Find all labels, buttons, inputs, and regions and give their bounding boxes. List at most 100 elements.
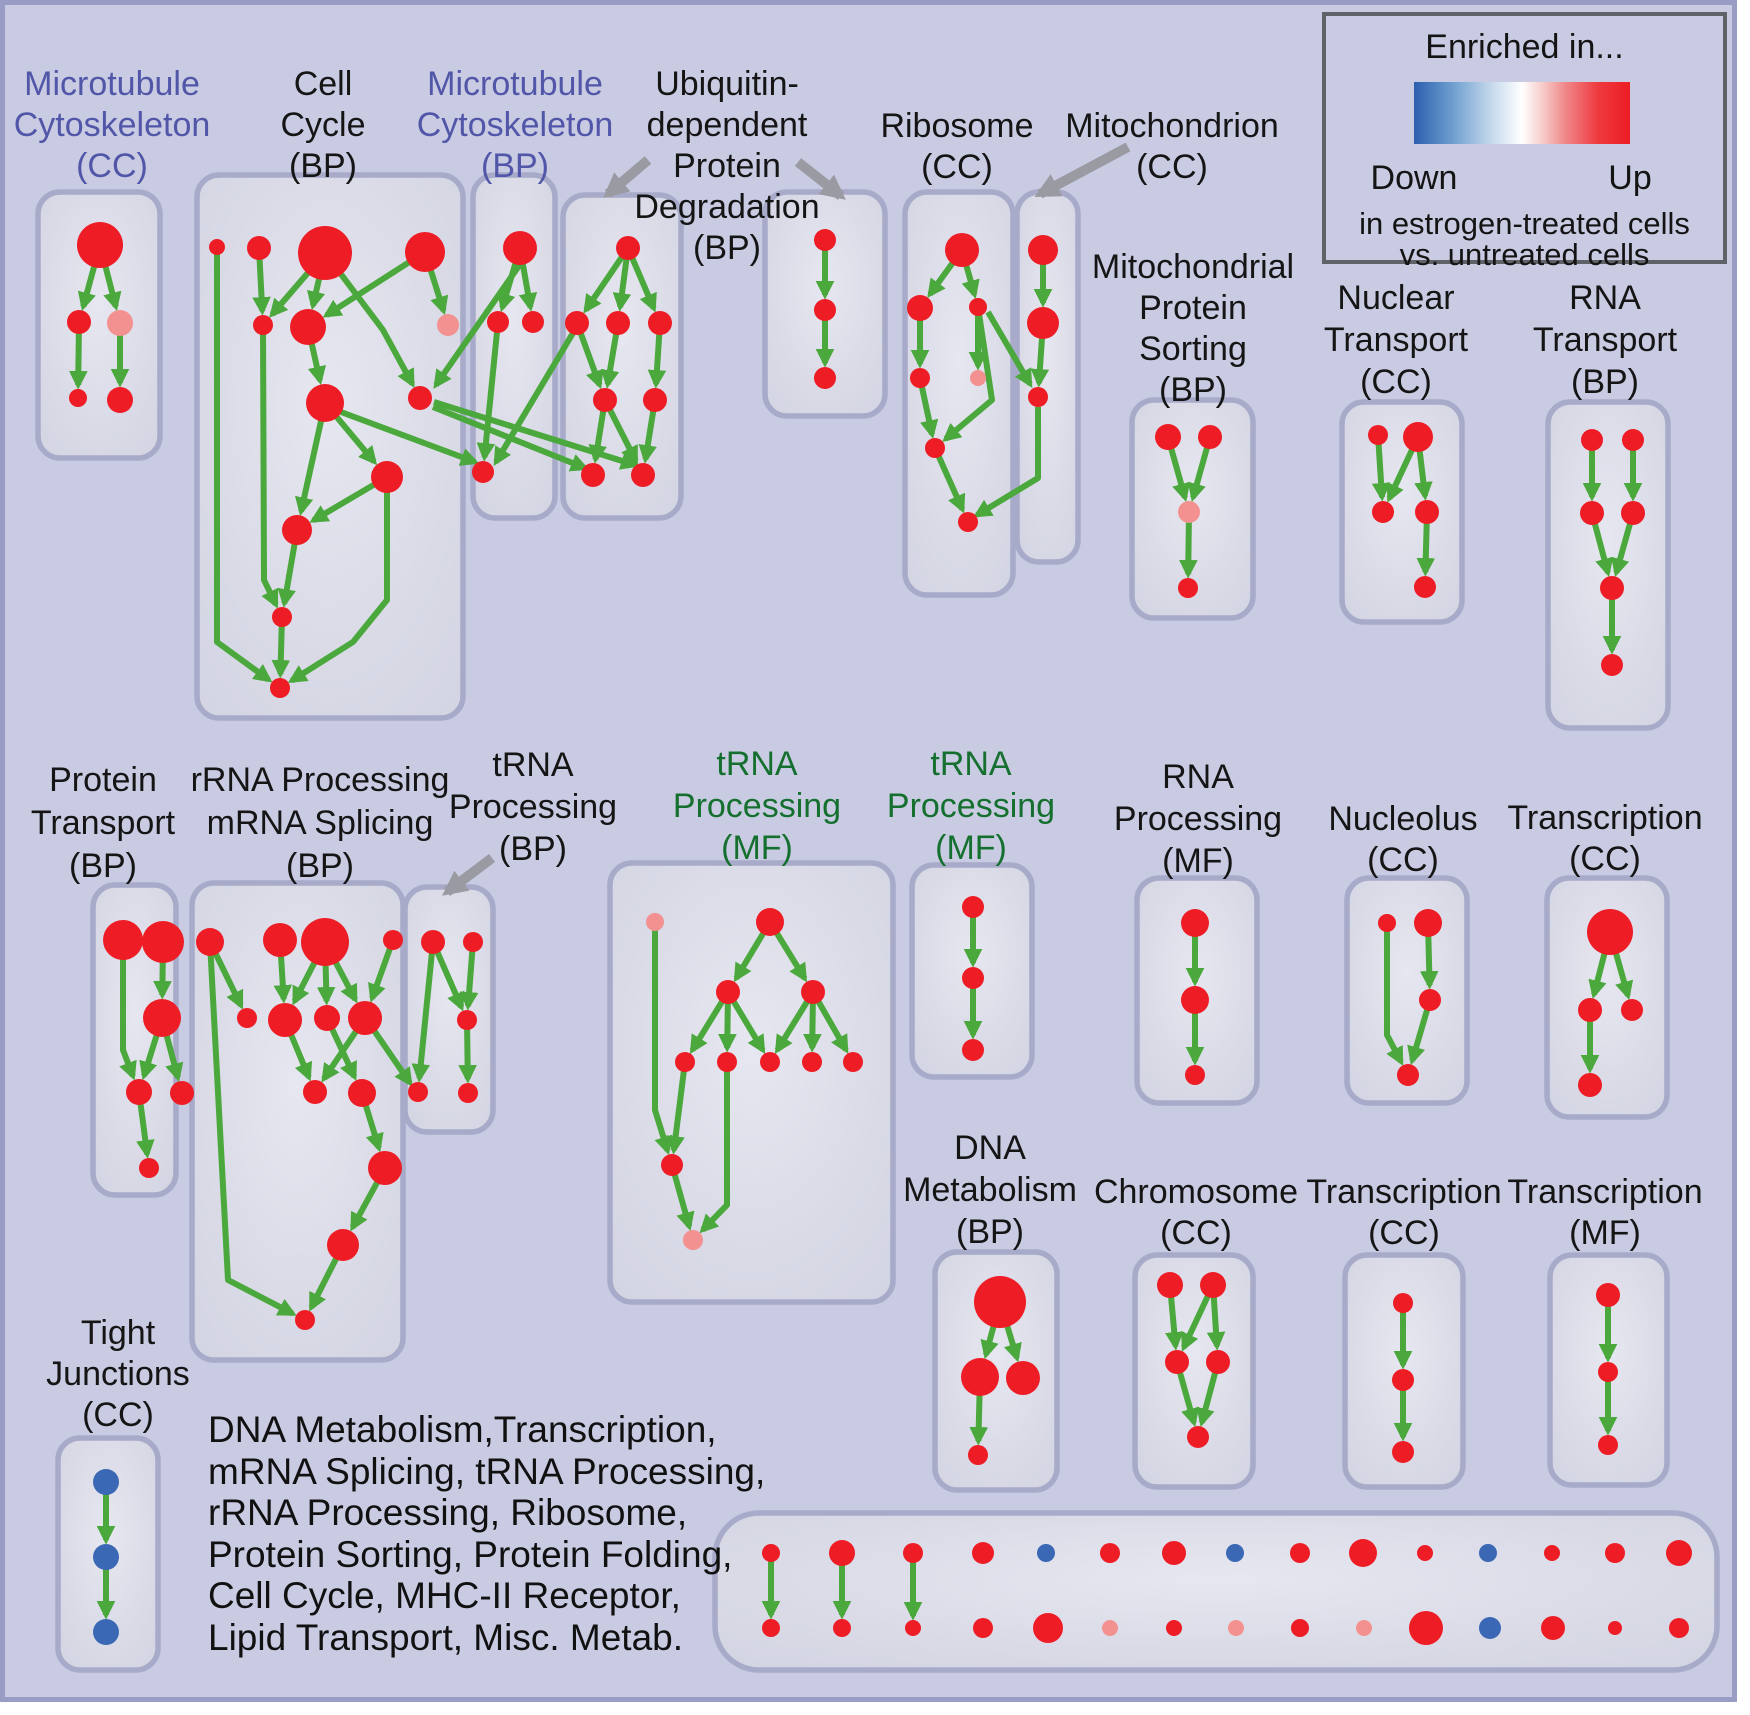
go-term-node-up — [843, 1052, 863, 1072]
go-term-node-up — [1372, 501, 1394, 523]
edge-arrow — [214, 247, 273, 683]
cluster-box-nucleolus-cc — [1344, 875, 1470, 1106]
cluster-box-protein-transport-bp — [90, 882, 179, 1198]
go-term-node-up — [67, 310, 91, 334]
cluster-label-nucleolus-cc: Nucleolus (CC) — [1328, 800, 1477, 879]
edge-arrow — [666, 1061, 688, 1155]
go-term-node-up — [314, 1005, 340, 1031]
cluster-label-microtubule-cytoskeleton-cc: Microtubule Cytoskeleton (CC) — [14, 65, 211, 185]
go-term-node-up — [327, 1229, 359, 1261]
go-term-node-up — [298, 226, 352, 280]
go-term-node-up — [268, 1003, 302, 1037]
go-term-node-up — [69, 389, 87, 407]
go-term-node-up — [903, 1543, 923, 1563]
cluster-label-rrna-processing-mrna-splicing-bp: rRNA Processing mRNA Splicing (BP) — [191, 761, 450, 885]
go-term-node-down — [93, 1619, 119, 1645]
go-term-node-up — [139, 1158, 159, 1178]
cluster-box-mixed-terms-strip — [712, 1510, 1720, 1673]
go-term-node-up — [907, 295, 933, 321]
go-term-node-up — [1578, 1073, 1602, 1097]
go-term-node-up — [1414, 576, 1436, 598]
edge-arrow — [459, 941, 479, 1011]
edge-arrow — [322, 251, 415, 389]
edge-arrow — [207, 941, 297, 1317]
go-term-node-up — [301, 918, 349, 966]
go-term-node-up — [969, 298, 987, 316]
go-term-node-up — [958, 512, 978, 532]
edge-arrow — [287, 477, 390, 684]
cross-edge-arrow — [433, 258, 526, 389]
edge-arrow — [942, 306, 995, 442]
go-term-node-up — [1393, 1293, 1413, 1313]
go-term-node-up — [306, 384, 344, 422]
go-term-node-up — [1608, 1621, 1622, 1635]
go-term-node-up — [143, 999, 181, 1037]
go-term-node-up — [1198, 425, 1222, 449]
go-term-node-up — [1587, 909, 1633, 955]
go-term-node-up — [717, 1052, 737, 1072]
cluster-box-transcription-cc-mid — [1544, 875, 1670, 1120]
go-term-node-up — [606, 311, 630, 335]
go-term-node-up — [762, 1544, 780, 1562]
cross-edge-arrow — [431, 404, 590, 472]
go-term-node-up — [581, 463, 605, 487]
go-term-node-up-weak — [970, 370, 986, 386]
cluster-label-tight-junctions-cc: Tight Junctions (CC) — [46, 1314, 190, 1434]
go-term-node-up — [760, 1052, 780, 1072]
cross-edge-arrow — [985, 310, 1033, 389]
legend-title: Enriched in... — [1425, 28, 1624, 66]
legend-down-label: Down — [1370, 159, 1458, 197]
go-term-node-up — [648, 311, 672, 335]
go-term-node-up — [1666, 1540, 1692, 1566]
go-term-node-up — [1027, 307, 1059, 339]
cluster-label-ribosome-cc: Ribosome (CC) — [880, 107, 1033, 186]
edge-arrow — [119, 940, 137, 1081]
cluster-label-cell-cycle-bp: Cell Cycle (BP) — [280, 65, 365, 185]
go-term-node-up — [196, 928, 224, 956]
cross-edge-arrow — [339, 409, 480, 466]
go-term-node-up — [295, 1310, 315, 1330]
go-term-node-up — [247, 236, 271, 260]
go-term-node-up — [1378, 914, 1396, 932]
go-term-node-up — [371, 461, 403, 493]
go-term-node-up — [1181, 986, 1209, 1014]
go-term-node-up — [802, 1052, 822, 1072]
go-term-node-up — [1578, 998, 1602, 1022]
cross-edge-arrow — [433, 399, 640, 470]
go-term-node-up — [1403, 422, 1433, 452]
go-term-node-up — [1028, 235, 1058, 265]
go-term-node-up — [961, 1358, 999, 1396]
go-term-node-up — [1605, 1543, 1625, 1563]
legend-gradient-bar — [1414, 82, 1630, 144]
go-term-node-down — [93, 1469, 119, 1495]
go-term-node-up — [962, 896, 984, 918]
text-block-line: Lipid Transport, Misc. Metab. — [208, 1616, 684, 1658]
go-term-node-up — [801, 980, 825, 1004]
go-term-node-up — [631, 463, 655, 487]
go-term-node-up — [1157, 1272, 1183, 1298]
go-term-node-up — [1290, 1543, 1310, 1563]
go-term-node-up — [829, 1540, 855, 1566]
go-term-node-up — [925, 438, 945, 458]
go-term-node-up — [107, 387, 133, 413]
go-term-node-up — [973, 1618, 993, 1638]
edge-arrow — [699, 1062, 730, 1234]
go-term-node-up-weak — [683, 1230, 703, 1250]
go-term-node-up — [348, 1001, 382, 1035]
legend-caption-line2: vs. untreated cells — [1399, 237, 1650, 272]
legend-up-label: Up — [1608, 159, 1652, 197]
edge-arrow — [1384, 923, 1404, 1066]
go-term-node-up — [290, 309, 326, 345]
go-term-node-down — [1226, 1544, 1244, 1562]
legend-caption-line1: in estrogen-treated cells — [1359, 206, 1690, 241]
go-term-node-up — [209, 239, 225, 255]
go-term-node-up — [1409, 1611, 1443, 1645]
go-term-node-up — [762, 1619, 780, 1637]
edge-arrow — [932, 446, 966, 514]
go-term-node-up — [974, 1276, 1026, 1328]
go-term-node-up — [1162, 1541, 1186, 1565]
go-term-node-up — [170, 1081, 194, 1105]
go-term-node-up — [253, 315, 273, 335]
go-term-node-up — [1417, 1545, 1433, 1561]
